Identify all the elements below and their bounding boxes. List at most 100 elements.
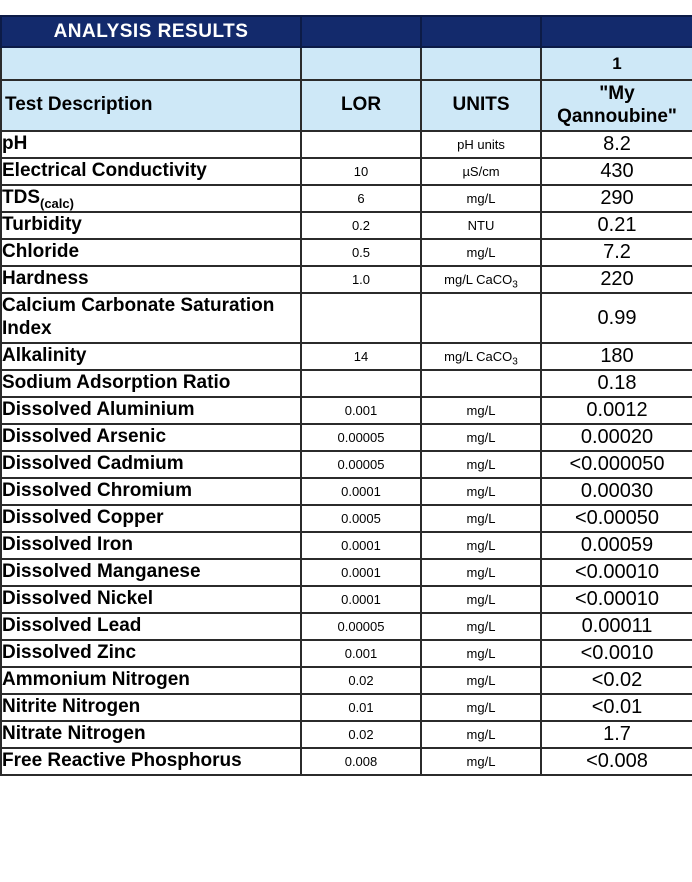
column-header-row: Test Description LOR UNITS "My Qannoubin… [0, 79, 692, 132]
title-blank-cell [420, 15, 542, 48]
units-text: NTU [467, 218, 495, 233]
units-cell: pH units [420, 130, 542, 159]
result-cell: 0.00011 [540, 612, 692, 641]
test-name: Turbidity [2, 214, 82, 236]
units-cell: mg/L [420, 450, 542, 479]
test-name: Free Reactive Phosphorus [2, 750, 242, 772]
lor-cell: 0.0001 [300, 558, 422, 587]
lor-cell: 0.0001 [300, 477, 422, 506]
test-description-cell: Dissolved Lead [0, 612, 302, 641]
test-description-cell: Hardness [0, 265, 302, 294]
units-cell [420, 292, 542, 344]
test-description-cell: TDS(calc) [0, 184, 302, 213]
table-row: Dissolved Cadmium 0.00005 mg/L <0.000050 [0, 450, 692, 479]
table-row: Dissolved Chromium 0.0001 mg/L 0.00030 [0, 477, 692, 506]
units-text: mg/L [466, 700, 496, 715]
lor-cell [300, 292, 422, 344]
test-name: Dissolved Aluminium [2, 399, 195, 421]
test-description-cell: Chloride [0, 238, 302, 267]
lor-cell: 0.0001 [300, 531, 422, 560]
title-row: ANALYSIS RESULTS [0, 15, 692, 48]
table-row: Dissolved Lead 0.00005 mg/L 0.00011 [0, 612, 692, 641]
test-name: Dissolved Copper [2, 507, 164, 529]
sample-number-row: 1 [0, 46, 692, 81]
units-subscript: 3 [512, 356, 518, 368]
test-description-cell: Sodium Adsorption Ratio [0, 369, 302, 398]
lor-cell: 0.01 [300, 693, 422, 722]
test-description-cell: pH [0, 130, 302, 159]
table-row: Sodium Adsorption Ratio 0.18 [0, 369, 692, 398]
test-name: Ammonium Nitrogen [2, 669, 190, 691]
test-description-cell: Turbidity [0, 211, 302, 240]
lor-cell: 0.00005 [300, 423, 422, 452]
units-cell: mg/L [420, 423, 542, 452]
result-cell: <0.01 [540, 693, 692, 722]
test-name-subscript: (calc) [40, 195, 74, 211]
test-description-cell: Nitrate Nitrogen [0, 720, 302, 749]
units-cell: mg/L [420, 477, 542, 506]
test-name: Dissolved Zinc [2, 642, 137, 664]
test-name: Dissolved Iron [2, 534, 133, 556]
lor-cell: 0.008 [300, 747, 422, 776]
units-cell: mg/L [420, 504, 542, 533]
lor-cell [300, 369, 422, 398]
blank-cell [0, 46, 302, 81]
table-row: Dissolved Copper 0.0005 mg/L <0.00050 [0, 504, 692, 533]
test-name: TDS [2, 187, 40, 209]
analysis-results-table: ANALYSIS RESULTS 1 Test Description LOR … [0, 15, 692, 776]
test-name: Dissolved Manganese [2, 561, 201, 583]
test-description-cell: Dissolved Zinc [0, 639, 302, 668]
units-cell: mg/L [420, 238, 542, 267]
test-name: Hardness [2, 268, 89, 290]
units-text: mg/L [466, 430, 496, 445]
result-cell: <0.02 [540, 666, 692, 695]
test-name: Dissolved Chromium [2, 480, 193, 502]
test-description-cell: Dissolved Iron [0, 531, 302, 560]
test-name: Nitrite Nitrogen [2, 696, 141, 718]
result-cell: 220 [540, 265, 692, 294]
table-row: Turbidity 0.2 NTU 0.21 [0, 211, 692, 240]
lor-cell: 0.001 [300, 396, 422, 425]
test-description-cell: Dissolved Aluminium [0, 396, 302, 425]
test-name: Dissolved Lead [2, 615, 142, 637]
units-cell: µS/cm [420, 157, 542, 186]
test-description-cell: Electrical Conductivity [0, 157, 302, 186]
units-cell: mg/L [420, 639, 542, 668]
lor-cell: 0.2 [300, 211, 422, 240]
result-cell: 1.7 [540, 720, 692, 749]
result-cell: 290 [540, 184, 692, 213]
table-row: Ammonium Nitrogen 0.02 mg/L <0.02 [0, 666, 692, 695]
test-name: Calcium Carbonate Saturation Index [2, 295, 275, 339]
units-text: mg/L [466, 727, 496, 742]
test-name: Electrical Conductivity [2, 160, 207, 182]
lor-cell: 0.00005 [300, 612, 422, 641]
test-name: pH [2, 133, 28, 155]
table-row: Free Reactive Phosphorus 0.008 mg/L <0.0… [0, 747, 692, 776]
test-description-cell: Dissolved Manganese [0, 558, 302, 587]
test-name: Alkalinity [2, 345, 87, 367]
col-header-sample-name: "My Qannoubine" [540, 79, 692, 132]
blank-cell [420, 46, 542, 81]
test-name: Dissolved Nickel [2, 588, 154, 610]
units-text: mg/L [466, 754, 496, 769]
lor-cell: 0.001 [300, 639, 422, 668]
table-row: Dissolved Aluminium 0.001 mg/L 0.0012 [0, 396, 692, 425]
test-description-cell: Free Reactive Phosphorus [0, 747, 302, 776]
col-header-units: UNITS [420, 79, 542, 132]
units-cell: mg/L [420, 720, 542, 749]
test-name: Dissolved Arsenic [2, 426, 167, 448]
test-description-cell: Dissolved Copper [0, 504, 302, 533]
result-cell: 180 [540, 342, 692, 371]
sample-number: 1 [540, 46, 692, 81]
blank-cell [300, 46, 422, 81]
units-cell [420, 369, 542, 398]
lor-cell [300, 130, 422, 159]
units-cell: NTU [420, 211, 542, 240]
table-row: Nitrite Nitrogen 0.01 mg/L <0.01 [0, 693, 692, 722]
table-row: Dissolved Zinc 0.001 mg/L <0.0010 [0, 639, 692, 668]
units-text: mg/L [466, 484, 496, 499]
result-cell: 0.18 [540, 369, 692, 398]
lor-cell: 0.00005 [300, 450, 422, 479]
units-text: mg/L [466, 457, 496, 472]
units-text: mg/L [466, 646, 496, 661]
